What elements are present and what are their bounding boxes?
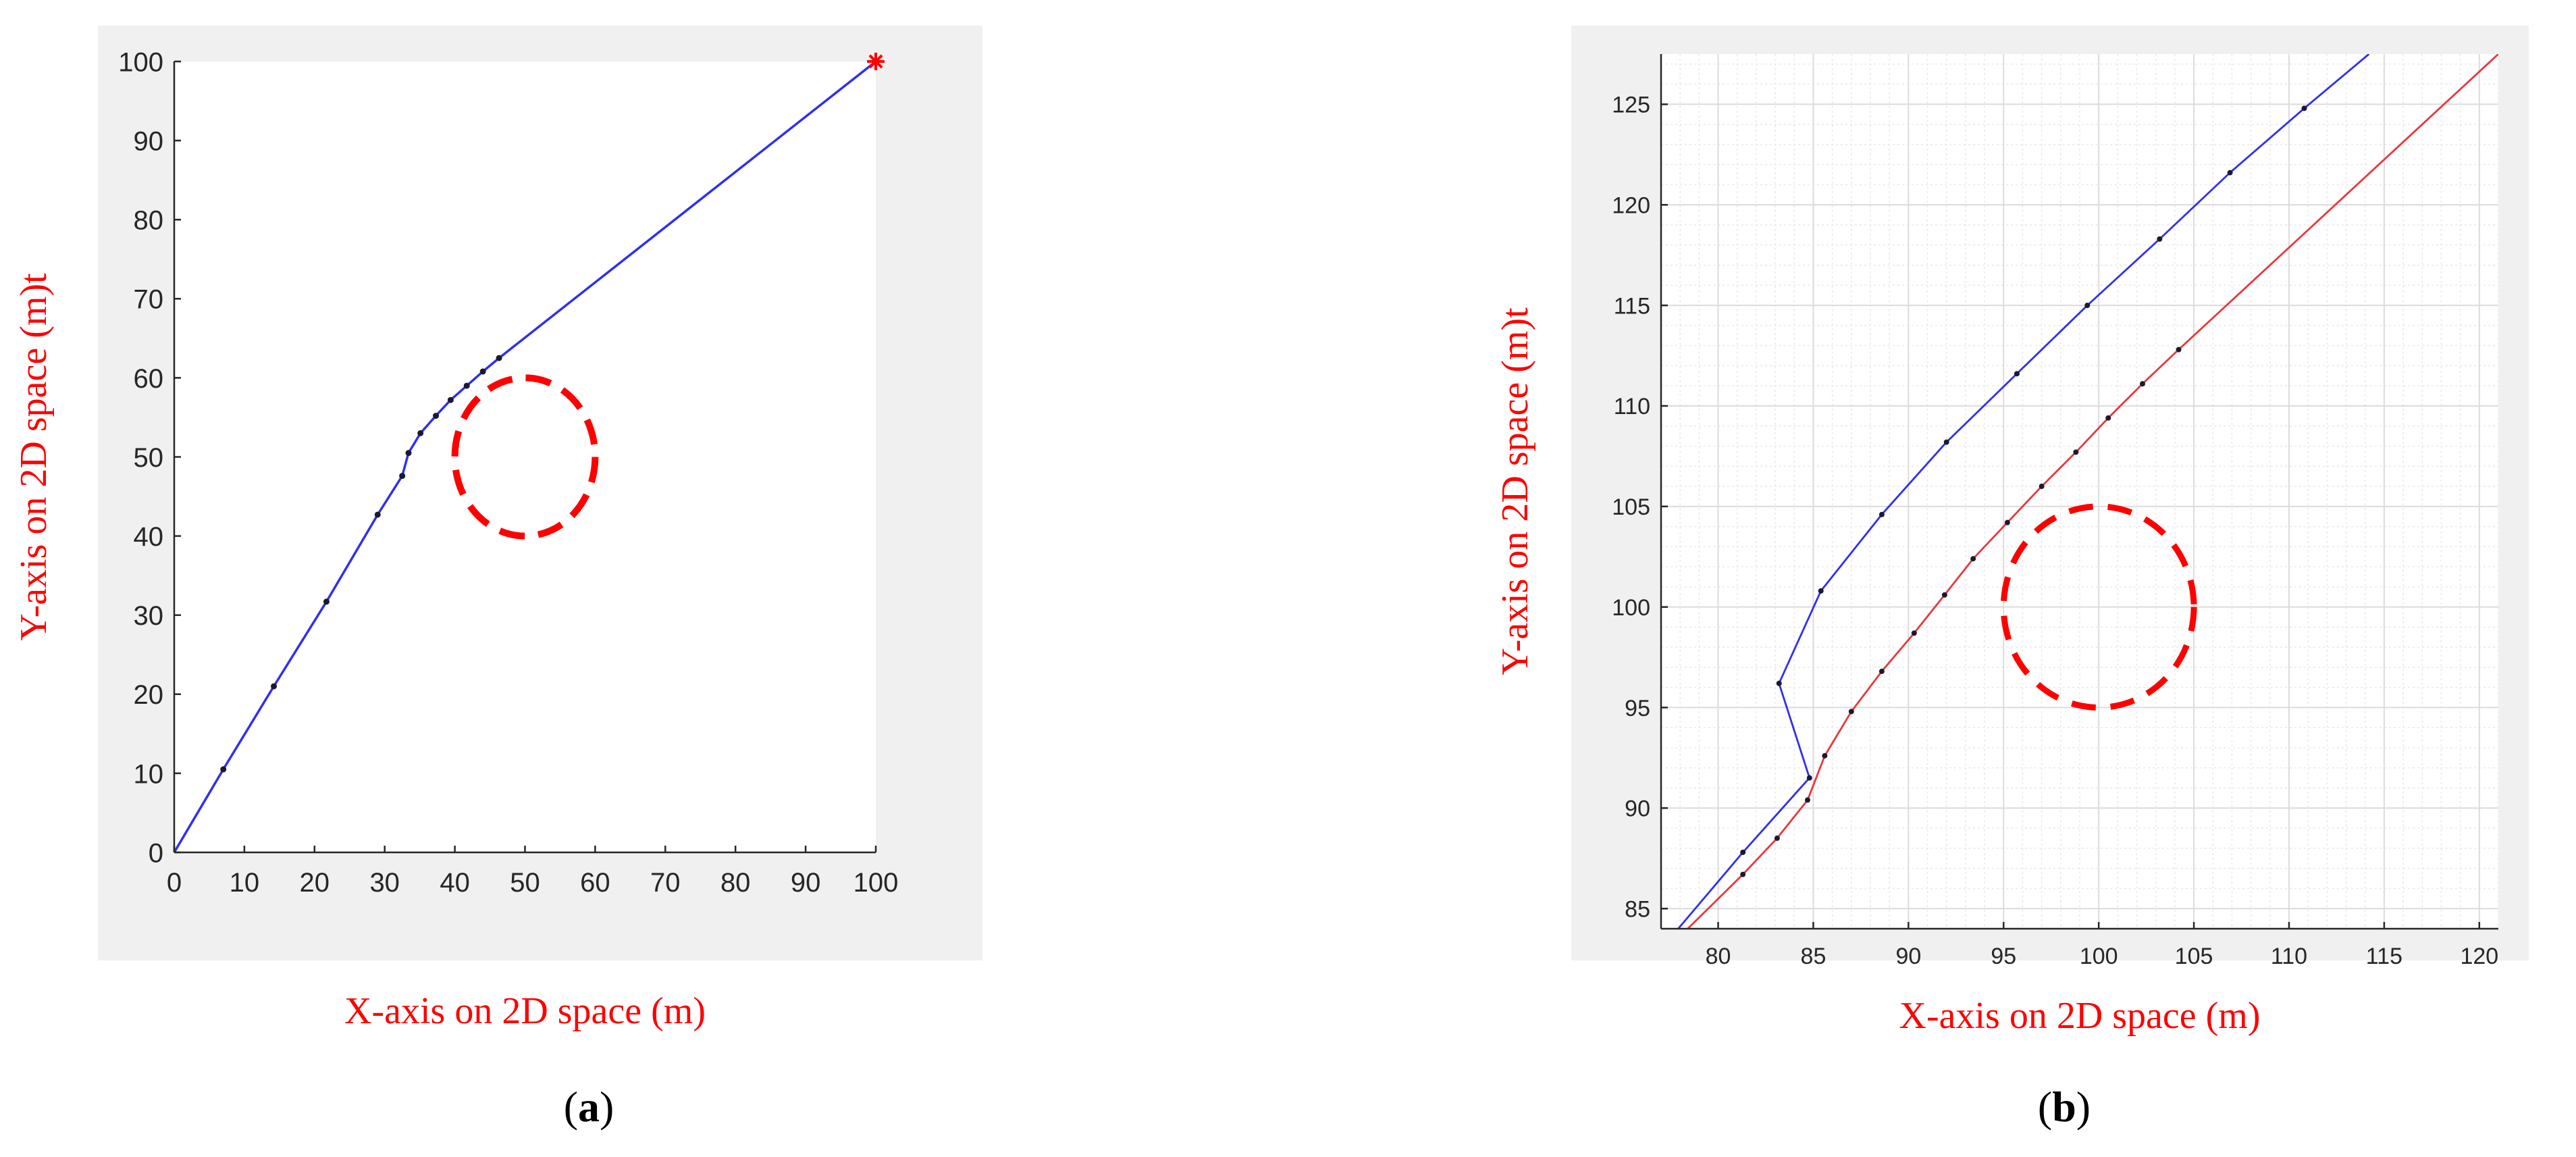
chart-a-y-tick-label: 0 bbox=[149, 838, 163, 868]
chart-a-series-1-point bbox=[374, 511, 381, 518]
chart-a-y-tick-label: 100 bbox=[118, 47, 163, 77]
chart-b-y-tick-label: 105 bbox=[1612, 494, 1650, 520]
chart-a-series-1-point bbox=[271, 683, 278, 690]
chart-b-series-1-point bbox=[2227, 170, 2233, 176]
chart-b-series-1-point bbox=[2301, 105, 2307, 111]
chart-b-series-2-point bbox=[1941, 592, 1947, 598]
chart-a-series-1-point bbox=[447, 396, 454, 403]
chart-b-series-1-point bbox=[2157, 236, 2163, 242]
chart-b-series-2-point bbox=[1740, 871, 1746, 877]
chart-b-series-1-point bbox=[1776, 680, 1782, 686]
chart-a-x-tick-label: 40 bbox=[440, 868, 470, 898]
chart-a-x-tick-label: 60 bbox=[580, 868, 610, 898]
caption-a: (a) bbox=[564, 1083, 614, 1131]
chart-a-x-tick-label: 20 bbox=[300, 868, 330, 898]
chart-b-series-2-point bbox=[1805, 797, 1810, 803]
chart-a-target-marker bbox=[867, 53, 885, 70]
chart-a-plot-area bbox=[174, 61, 876, 852]
chart-a-series-1-point bbox=[405, 450, 412, 457]
chart-b-y-tick-label: 110 bbox=[1614, 394, 1650, 419]
chart-a-series-1-point bbox=[433, 413, 440, 419]
chart-b-series-2-point bbox=[2073, 449, 2079, 455]
chart-b-y-axis-title: Y-axis on 2D space (m)t bbox=[1494, 307, 1536, 675]
chart-b-y-tick-label: 95 bbox=[1625, 696, 1650, 721]
chart-b-series-1-point bbox=[2014, 371, 2020, 377]
chart-b-series-2-point bbox=[2176, 346, 2182, 353]
chart-a-series-1-point bbox=[417, 430, 424, 436]
chart-b-x-tick-label: 95 bbox=[1991, 944, 2016, 969]
chart-a-series-1-point bbox=[463, 382, 470, 389]
chart-b-series-2-point bbox=[1848, 709, 1854, 715]
chart-a-x-tick-label: 30 bbox=[369, 868, 400, 898]
chart-a-y-tick-label: 50 bbox=[134, 443, 164, 473]
chart-a-y-tick-label: 60 bbox=[134, 364, 164, 394]
chart-a-x-tick-label: 90 bbox=[791, 868, 821, 898]
chart-b-x-axis-title: X-axis on 2D space (m) bbox=[1899, 995, 2261, 1037]
chart-a-y-tick-label: 40 bbox=[134, 522, 164, 552]
chart-b-series-2-point bbox=[2105, 415, 2111, 421]
chart-b-y-tick-label: 100 bbox=[1612, 595, 1650, 621]
chart-b-y-tick-label: 125 bbox=[1612, 93, 1650, 118]
chart-a-y-axis-title: Y-axis on 2D space (m)t bbox=[13, 273, 55, 641]
chart-b-series bbox=[1677, 54, 2498, 929]
chart-b-series-1-point bbox=[1878, 511, 1885, 517]
caption-a-letter: a bbox=[578, 1083, 600, 1131]
chart-a-y-tick-label: 10 bbox=[134, 759, 164, 789]
chart-a-series-1-point bbox=[479, 368, 486, 375]
chart-a-x-tick-label: 70 bbox=[650, 868, 681, 898]
chart-b-series-1-point bbox=[1943, 439, 1949, 445]
chart-b-series-1-point bbox=[1740, 849, 1746, 855]
chart-b-x-tick-label: 115 bbox=[2366, 944, 2402, 969]
chart-b-x-tick-label: 90 bbox=[1895, 944, 1921, 969]
caption-b: (b) bbox=[2038, 1083, 2091, 1131]
chart-a-x-tick-label: 100 bbox=[853, 868, 899, 898]
chart-a-x-axis-title: X-axis on 2D space (m) bbox=[344, 990, 706, 1032]
chart-b-series-2-point bbox=[2039, 484, 2045, 490]
chart-b-grid bbox=[1661, 54, 2498, 929]
chart-b-series-2-point bbox=[1878, 668, 1885, 674]
chart-a-obstacle-circle bbox=[451, 374, 599, 540]
chart-a-target-stroke bbox=[868, 54, 883, 69]
chart-a: 0 10 20 30 40 50 60 70 80 90 100 0 10 20 30 40 50 60 70 80 9… bbox=[13, 26, 982, 1032]
chart-b-x-tick-label: 120 bbox=[2460, 944, 2498, 969]
chart-b-series-2-point bbox=[1911, 630, 1917, 636]
chart-b-series-2-point bbox=[2004, 519, 2010, 525]
chart-a-x-tick-label: 80 bbox=[720, 868, 751, 898]
chart-b-x-tick-label: 110 bbox=[2271, 944, 2307, 969]
chart-a-y-tick-label: 30 bbox=[134, 601, 164, 631]
chart-a-y-tick-label: 20 bbox=[134, 680, 164, 710]
chart-a-series-1-point bbox=[220, 766, 227, 773]
chart-b: 80 85 90 95 100 105 110 115 120 85 90 95 100 105 110 11… bbox=[1494, 26, 2529, 1037]
chart-b-obstacle-circle bbox=[2000, 503, 2197, 711]
chart-a-y-tick-label: 80 bbox=[134, 206, 164, 236]
chart-b-x-tick-label: 85 bbox=[1801, 944, 1826, 969]
chart-a-y-tick-label: 90 bbox=[134, 127, 164, 157]
chart-b-x-tick-label: 105 bbox=[2175, 944, 2213, 969]
chart-a-series bbox=[174, 61, 876, 852]
chart-a-y-tick-label: 70 bbox=[134, 285, 164, 315]
chart-a-series-1-line bbox=[174, 61, 876, 852]
chart-b-series-2-point bbox=[2140, 381, 2145, 387]
chart-b-series-2-point bbox=[1822, 752, 1828, 759]
chart-a-series-1-point bbox=[323, 598, 330, 605]
chart-a-x-tick-label: 0 bbox=[167, 868, 182, 898]
chart-b-y-tick-label: 85 bbox=[1625, 896, 1650, 922]
chart-a-series-1-point bbox=[399, 473, 406, 480]
chart-b-series-1-point bbox=[2084, 303, 2091, 309]
chart-b-y-tick-label: 90 bbox=[1625, 796, 1650, 822]
chart-b-x-tick-label: 100 bbox=[2080, 944, 2118, 969]
chart-b-series-2-point bbox=[1774, 835, 1780, 842]
chart-b-x-tick-label: 80 bbox=[1706, 944, 1731, 969]
chart-b-series-1-point bbox=[1818, 588, 1824, 594]
chart-b-series-1-point bbox=[1806, 775, 1812, 781]
chart-a-series-1-point bbox=[496, 355, 502, 361]
chart-b-y-tick-label: 115 bbox=[1614, 293, 1650, 319]
chart-b-y-tick-label: 120 bbox=[1612, 193, 1650, 219]
caption-b-letter: b bbox=[2052, 1083, 2076, 1131]
chart-a-x-tick-label: 10 bbox=[230, 868, 260, 898]
chart-b-series-2-point bbox=[1970, 556, 1976, 562]
chart-a-x-tick-label: 50 bbox=[510, 868, 540, 898]
